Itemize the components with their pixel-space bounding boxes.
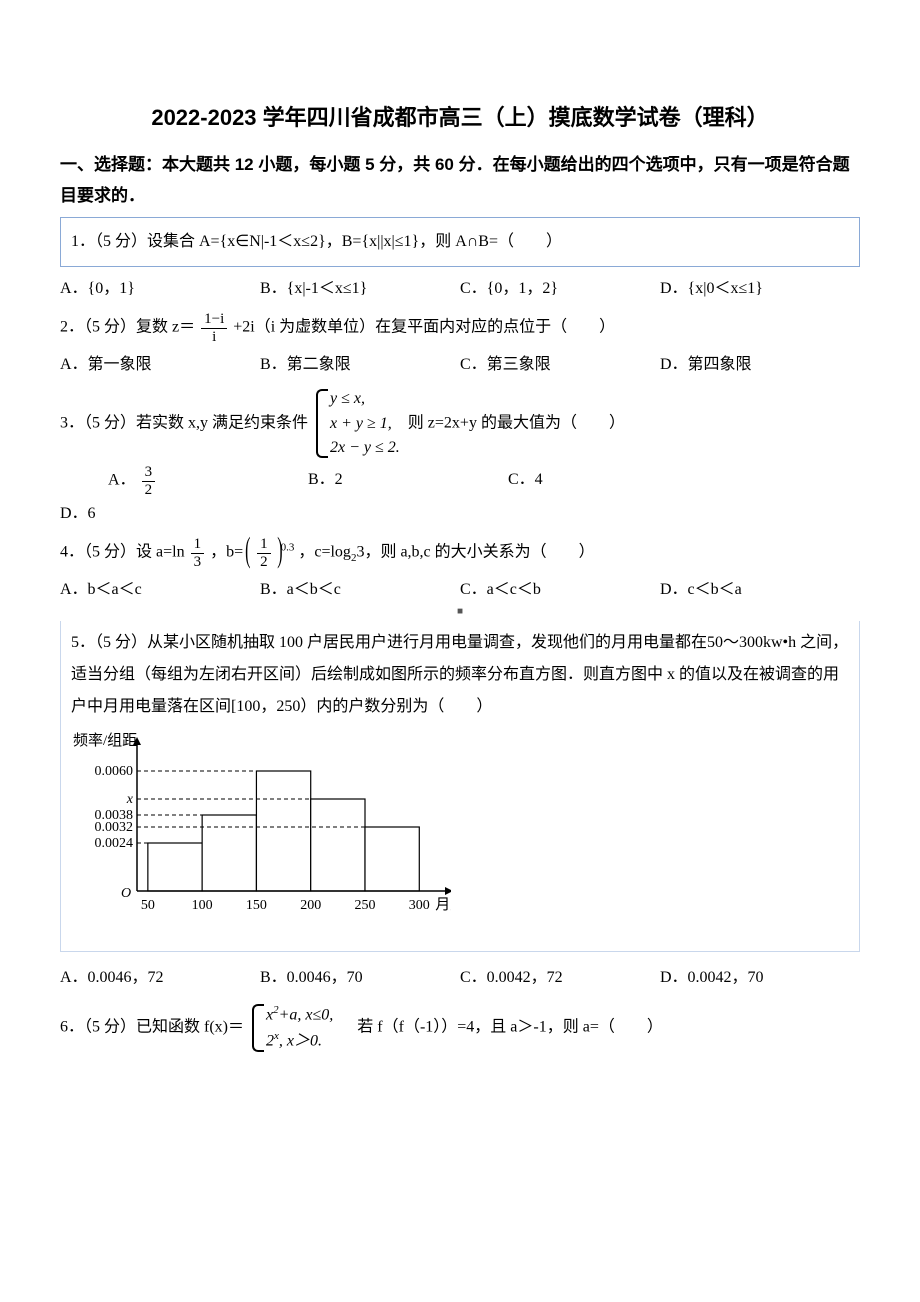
q4-ln-frac: 1 3 xyxy=(191,536,205,570)
q6-r2-b: , x＞0. xyxy=(279,1032,322,1049)
q4-prefix: 4．（5 分）设 a=ln xyxy=(60,544,185,561)
q4-stem: 4．（5 分）设 a=ln 1 3 ，b= 1 2 0.3 ，c=log 2 3，则… xyxy=(60,536,860,570)
q2-prefix: 2．（5 分）复数 z＝ xyxy=(60,319,195,336)
q3-sys-row3: 2x − y ≤ 2. xyxy=(330,436,400,460)
q4-b-num: 1 xyxy=(257,536,271,553)
q4-ln-den: 3 xyxy=(191,553,205,571)
q6-r2-a: 2 xyxy=(266,1032,274,1049)
q4-b-frac: 1 2 xyxy=(257,536,271,570)
svg-text:0.0032: 0.0032 xyxy=(95,820,134,835)
q5-stem: 5．（5 分）从某小区随机抽取 100 户居民用户进行月用电量调查，发现他们的月… xyxy=(71,627,849,723)
q6-suffix: 若 f（f（-1））=4，且 a＞-1，则 a=（ ） xyxy=(341,1019,663,1036)
q4-b-paren: 1 2 xyxy=(247,536,281,570)
q4-mid1: ，b= xyxy=(210,544,243,561)
q6-sys-row2: 2x, x＞0. xyxy=(266,1028,333,1054)
q3-options: A． 3 2 B．2 C．4 D．6 xyxy=(60,464,860,530)
q3-opt-a-frac: 3 2 xyxy=(142,464,156,498)
q1-stem: 1．（5 分）设集合 A={x∈N|-1＜x≤2}，B={x||x|≤1}，则 … xyxy=(60,217,860,267)
svg-text:O: O xyxy=(121,886,131,901)
q6-sys-row1: x2+a, x≤0, xyxy=(266,1002,333,1028)
svg-text:月用电量/（kW·h）: 月用电量/（kW·h） xyxy=(435,896,451,913)
q5-opt-d: D．0.0042，70 xyxy=(660,962,860,994)
q3-system: y ≤ x, x + y ≥ 1, 2x − y ≤ 2. xyxy=(316,387,400,460)
q6-prefix: 6．（5 分）已知函数 f(x)＝ xyxy=(60,1019,244,1036)
decor-dot: ■ xyxy=(60,606,860,617)
q4-opt-b: B．a＜b＜c xyxy=(260,574,460,606)
svg-text:50: 50 xyxy=(141,898,155,913)
q3-opt-a-num: 3 xyxy=(142,464,156,481)
q4-mid2: ，c=log xyxy=(298,544,351,561)
q5-opt-b: B．0.0046，70 xyxy=(260,962,460,994)
exam-title: 2022-2023 学年四川省成都市高三（上）摸底数学试卷（理科） xyxy=(60,100,860,132)
svg-text:100: 100 xyxy=(192,898,213,913)
svg-text:频率/组距: 频率/组距 xyxy=(73,732,137,749)
histogram-svg: 频率/组距0.0060x0.00380.00320.0024O501001502… xyxy=(71,729,451,919)
q2-opt-b: B．第二象限 xyxy=(260,349,460,381)
q3-opt-a-label: A． xyxy=(108,472,136,489)
q2-stem: 2．（5 分）复数 z＝ 1−i i +2i（i 为虚数单位）在复平面内对应的点… xyxy=(60,311,860,345)
svg-text:x: x xyxy=(126,792,134,807)
svg-text:250: 250 xyxy=(355,898,376,913)
q3-opt-b: B．2 xyxy=(308,464,508,498)
q4-ln-num: 1 xyxy=(191,536,205,553)
svg-text:150: 150 xyxy=(246,898,267,913)
q4-opt-c: C．a＜c＜b xyxy=(460,574,660,606)
q4-b-exp: 0.3 xyxy=(281,542,295,554)
q5-opt-a: A．0.0046，72 xyxy=(60,962,260,994)
q2-options: A．第一象限 B．第二象限 C．第三象限 D．第四象限 xyxy=(60,349,860,381)
q3-sys-row1: y ≤ x, xyxy=(330,387,400,411)
svg-text:300: 300 xyxy=(409,898,430,913)
q4-opt-a: A．b＜a＜c xyxy=(60,574,260,606)
q4-options: A．b＜a＜c B．a＜b＜c C．a＜c＜b D．c＜b＜a xyxy=(60,574,860,606)
section-1-head: 一、选择题：本大题共 12 小题，每小题 5 分，共 60 分．在每小题给出的四… xyxy=(60,150,860,211)
q5-histogram: 频率/组距0.0060x0.00380.00320.0024O501001502… xyxy=(71,729,849,931)
q2-suffix: +2i（i 为虚数单位）在复平面内对应的点位于（ ） xyxy=(233,319,615,336)
q6-r1-b: +a, x≤0, xyxy=(279,1007,334,1024)
q1-opt-d: D．{x|0＜x≤1} xyxy=(660,273,860,305)
q1-options: A．{0，1} B．{x|-1＜x≤1} C．{0，1，2} D．{x|0＜x≤… xyxy=(60,273,860,305)
q3-opt-c: C．4 xyxy=(508,464,708,498)
q4-c-arg: 3，则 a,b,c 的大小关系为（ ） xyxy=(356,544,594,561)
q4-b-den: 2 xyxy=(257,553,271,571)
svg-text:0.0024: 0.0024 xyxy=(95,836,134,851)
q3-opt-a: A． 3 2 xyxy=(60,464,308,498)
q5-block: 5．（5 分）从某小区随机抽取 100 户居民用户进行月用电量调查，发现他们的月… xyxy=(60,621,860,952)
q2-frac-den: i xyxy=(201,328,227,346)
svg-text:200: 200 xyxy=(300,898,321,913)
q6-stem: 6．（5 分）已知函数 f(x)＝ x2+a, x≤0, 2x, x＞0. 若 … xyxy=(60,1002,860,1053)
q2-frac-num: 1−i xyxy=(201,311,227,328)
q1-opt-c: C．{0，1，2} xyxy=(460,273,660,305)
q1-opt-b: B．{x|-1＜x≤1} xyxy=(260,273,460,305)
q3-prefix: 3．（5 分）若实数 x,y 满足约束条件 xyxy=(60,414,308,431)
q2-opt-c: C．第三象限 xyxy=(460,349,660,381)
q1-opt-a: A．{0，1} xyxy=(60,273,260,305)
svg-text:0.0060: 0.0060 xyxy=(95,764,134,779)
q3-opt-a-den: 2 xyxy=(142,481,156,499)
q3-sys-row2: x + y ≥ 1, xyxy=(330,412,400,436)
q3-suffix: 则 z=2x+y 的最大值为（ ） xyxy=(408,414,625,431)
q5-options: A．0.0046，72 B．0.0046，70 C．0.0042，72 D．0.… xyxy=(60,962,860,994)
q3-stem: 3．（5 分）若实数 x,y 满足约束条件 y ≤ x, x + y ≥ 1, … xyxy=(60,387,860,460)
q2-opt-a: A．第一象限 xyxy=(60,349,260,381)
q6-system: x2+a, x≤0, 2x, x＞0. xyxy=(252,1002,333,1053)
q2-fraction: 1−i i xyxy=(201,311,227,345)
q5-opt-c: C．0.0042，72 xyxy=(460,962,660,994)
q3-opt-d: D．6 xyxy=(60,498,260,530)
q2-opt-d: D．第四象限 xyxy=(660,349,860,381)
q4-opt-d: D．c＜b＜a xyxy=(660,574,860,606)
